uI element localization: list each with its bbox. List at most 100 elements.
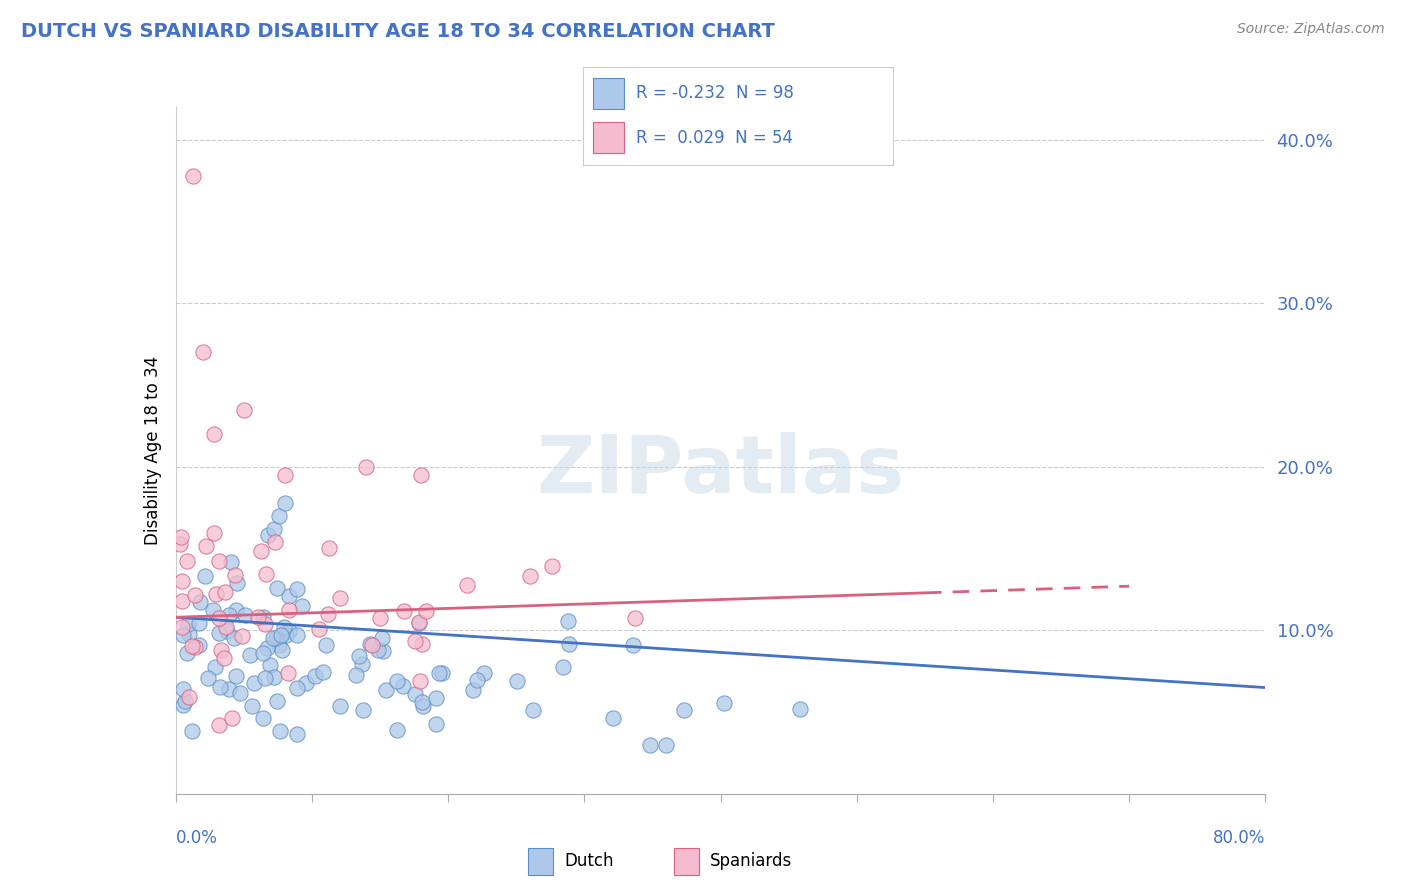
Point: [551, 660, 574, 674]
Point: [624, 611, 647, 625]
Point: [172, 628, 194, 642]
Point: [214, 584, 236, 599]
Point: [180, 639, 202, 653]
Point: [202, 602, 225, 616]
Text: Source: ZipAtlas.com: Source: ZipAtlas.com: [1237, 22, 1385, 37]
Point: [202, 526, 225, 541]
Point: [522, 703, 544, 717]
Point: [285, 681, 308, 695]
Point: [226, 576, 249, 591]
Point: [256, 641, 278, 656]
Point: [373, 644, 395, 658]
Point: [204, 660, 226, 674]
Point: [224, 568, 246, 582]
Text: Dutch: Dutch: [564, 852, 613, 870]
Point: [602, 711, 624, 725]
Point: [177, 627, 200, 641]
Point: [215, 624, 238, 639]
Text: 80.0%: 80.0%: [1213, 829, 1265, 847]
Point: [208, 611, 231, 625]
Point: [713, 696, 735, 710]
Point: [557, 614, 579, 628]
Point: [247, 610, 270, 624]
Point: [197, 671, 219, 685]
Point: [169, 531, 191, 545]
Point: [391, 679, 413, 693]
Point: [291, 599, 314, 614]
Point: [225, 668, 247, 682]
Text: R = -0.232  N = 98: R = -0.232 N = 98: [636, 85, 794, 103]
Point: [262, 631, 284, 645]
Point: [229, 686, 252, 700]
Text: R =  0.029  N = 54: R = 0.029 N = 54: [636, 128, 793, 146]
Point: [404, 634, 426, 648]
Point: [349, 648, 371, 663]
Point: [218, 607, 240, 622]
Point: [263, 522, 285, 536]
Point: [285, 727, 308, 741]
Point: [233, 608, 256, 623]
Point: [208, 718, 231, 732]
Point: [412, 699, 434, 714]
Point: [359, 637, 381, 651]
Point: [472, 665, 495, 680]
Point: [209, 643, 232, 657]
Point: [415, 604, 437, 618]
Point: [243, 676, 266, 690]
Point: [655, 738, 678, 752]
Point: [285, 582, 308, 596]
Point: [212, 651, 235, 665]
Point: [427, 666, 450, 681]
Point: [259, 658, 281, 673]
Point: [385, 723, 408, 738]
Point: [232, 402, 254, 417]
Point: [215, 620, 238, 634]
Point: [264, 535, 287, 549]
Point: [225, 603, 247, 617]
Point: [183, 169, 205, 183]
Point: [430, 666, 453, 681]
Point: [353, 703, 375, 717]
Point: [285, 628, 308, 642]
Point: [278, 589, 301, 603]
Point: [176, 554, 198, 568]
Point: [392, 604, 415, 618]
Point: [169, 537, 191, 551]
Point: [170, 620, 193, 634]
Point: [311, 665, 333, 680]
Point: [789, 702, 811, 716]
Point: [194, 569, 217, 583]
Point: [202, 427, 225, 442]
Y-axis label: Disability Age 18 to 34: Disability Age 18 to 34: [143, 356, 162, 545]
Point: [177, 616, 200, 631]
Point: [274, 628, 297, 642]
Point: [266, 581, 288, 595]
Point: [557, 637, 579, 651]
Point: [273, 620, 295, 634]
Point: [254, 567, 277, 582]
Point: [267, 639, 290, 653]
Point: [224, 631, 246, 645]
Point: [408, 615, 430, 630]
Point: [463, 682, 485, 697]
Point: [368, 610, 391, 624]
Point: [408, 615, 430, 629]
Point: [277, 665, 299, 680]
Point: [350, 657, 373, 672]
Point: [269, 508, 291, 523]
Point: [257, 528, 280, 542]
Point: [318, 607, 340, 622]
Point: [207, 626, 229, 640]
Point: [308, 622, 330, 636]
Point: [176, 646, 198, 660]
Text: ZIPatlas: ZIPatlas: [537, 432, 904, 510]
Point: [541, 559, 564, 574]
Point: [187, 616, 209, 631]
Point: [218, 681, 240, 696]
Point: [456, 578, 478, 592]
FancyBboxPatch shape: [593, 122, 624, 153]
Point: [409, 467, 432, 482]
Point: [329, 699, 352, 714]
Point: [172, 681, 194, 696]
FancyBboxPatch shape: [527, 848, 553, 875]
